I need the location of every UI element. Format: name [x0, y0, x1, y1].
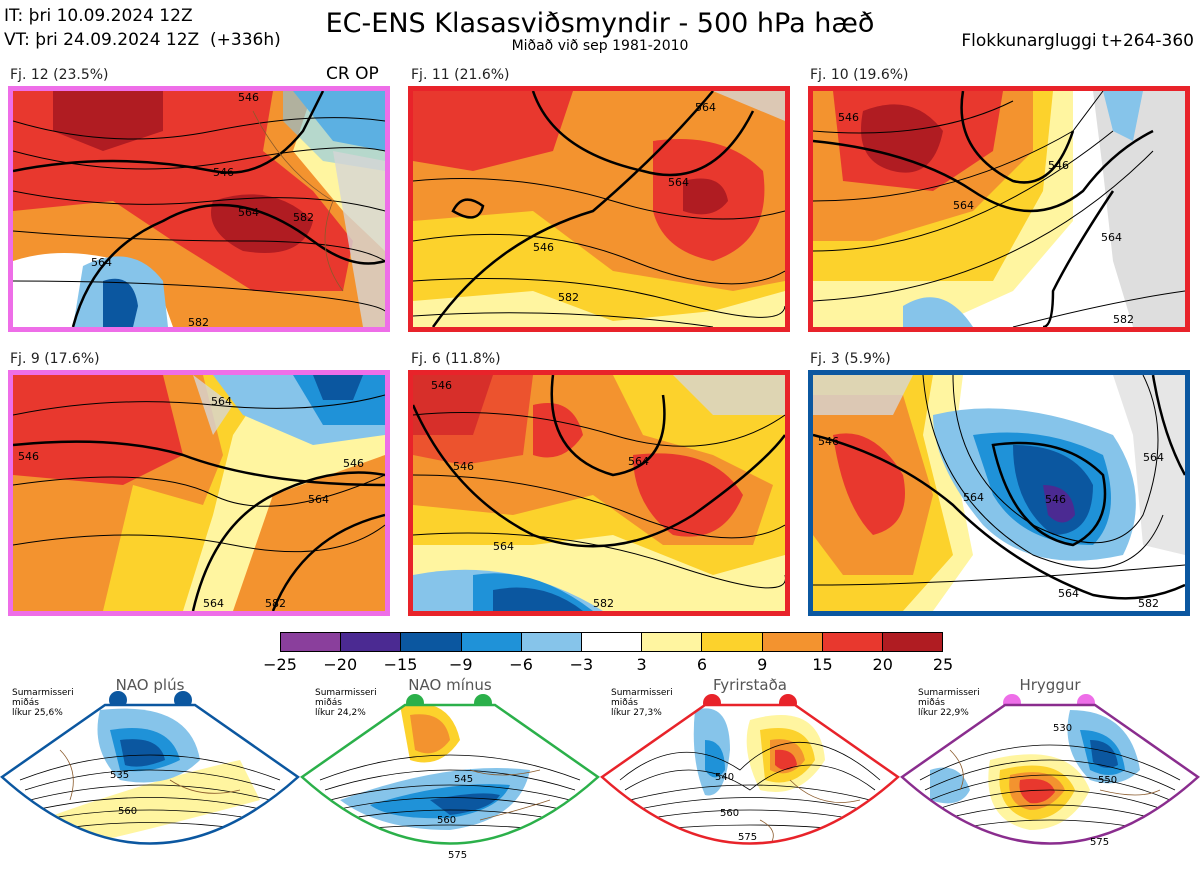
classification-window: Flokkunargluggi t+264-360	[961, 31, 1194, 51]
contour-label: 564	[91, 256, 112, 269]
contour-label: 546	[18, 450, 39, 463]
contour-label: 564	[953, 199, 974, 212]
contour-label: 535	[110, 770, 129, 781]
contour-label: 546	[533, 241, 554, 254]
initial-time: IT: þri 10.09.2024 12Z	[4, 6, 193, 26]
colorbar-cell	[822, 633, 883, 651]
contour-label: 546	[1048, 159, 1069, 172]
valid-time: VT: þri 24.09.2024 12Z (+336h)	[4, 30, 281, 50]
contour-label: 564	[238, 206, 259, 219]
contour-label: 582	[293, 211, 314, 224]
regime-title-nao-plus: NAO plús	[115, 676, 185, 694]
contour-label: 582	[1113, 313, 1134, 326]
regime-map-nao-plus: 535 560	[0, 670, 301, 870]
regime-map-blocking: 540 560 575	[599, 670, 901, 870]
page-subtitle: Miðað við sep 1981-2010	[511, 38, 689, 54]
contour-label: 545	[454, 774, 473, 785]
colorbar-tick: −3	[569, 655, 594, 674]
colorbar-cell	[401, 633, 462, 651]
contour-label: 560	[118, 806, 137, 817]
colorbar-tick: −9	[449, 655, 473, 674]
contour-label: 582	[188, 316, 209, 327]
panel-label: Fj. 3 (5.9%)	[810, 351, 891, 367]
regime-note: Sumarmisseri miðás líkur 24,2%	[315, 688, 377, 718]
contour-label: 564	[1058, 587, 1079, 600]
contour-label: 560	[720, 808, 739, 819]
contour-label: 564	[668, 176, 689, 189]
colorbar-cell	[461, 633, 522, 651]
colorbar-cell	[341, 633, 402, 651]
regime-note: Sumarmisseri miðás líkur 25,6%	[12, 688, 74, 718]
regime-note: Sumarmisseri miðás líkur 27,3%	[611, 688, 673, 718]
contour-label: 564	[1101, 231, 1122, 244]
colorbar-cell	[281, 633, 342, 651]
contour-label: 546	[343, 457, 364, 470]
colorbar-cell	[702, 633, 763, 651]
cluster-map-6: 546 564 564 546 564 582	[808, 370, 1190, 616]
colorbar-tick: 15	[812, 655, 833, 674]
contour-label: 582	[1138, 597, 1159, 610]
colorbar-cell	[642, 633, 703, 651]
contour-label: 564	[203, 597, 224, 610]
contour-label: 575	[448, 850, 467, 861]
contour-label: 540	[715, 772, 734, 783]
panel-label: Fj. 9 (17.6%)	[10, 351, 100, 367]
colorbar-tick: 3	[636, 655, 647, 674]
colorbar-tick: 9	[757, 655, 768, 674]
cluster-map-4: 546 564 546 564 564 582	[8, 370, 390, 616]
cluster-map-3: 546 546 564 564 582	[808, 86, 1190, 332]
panel-label: Fj. 12 (23.5%)	[10, 67, 109, 83]
regime-title-nao-minus: NAO mínus	[408, 676, 492, 694]
colorbar-tick: −20	[323, 655, 358, 674]
panel-label: Fj. 11 (21.6%)	[411, 67, 510, 83]
contour-label: 546	[818, 435, 839, 448]
colorbar-cell	[882, 633, 943, 651]
regime-map-ridge: 530 550 575	[899, 670, 1200, 870]
contour-label: 582	[558, 291, 579, 304]
contour-label: 546	[1045, 493, 1066, 506]
contour-label: 546	[213, 166, 234, 179]
colorbar-tick: −25	[263, 655, 297, 674]
contour-label: 582	[265, 597, 286, 610]
contour-label: 564	[211, 395, 232, 408]
anomaly-colorbar	[280, 632, 943, 652]
contour-label: 546	[838, 111, 859, 124]
regime-title-blocking: Fyrirstaða	[713, 676, 787, 694]
colorbar-tick: −15	[383, 655, 418, 674]
cluster-map-2: 546 564 564 582	[408, 86, 790, 332]
panel-label: Fj. 10 (19.6%)	[810, 67, 909, 83]
panel-label: Fj. 6 (11.8%)	[411, 351, 501, 367]
contour-label: 575	[738, 832, 757, 843]
regime-title-ridge: Hryggur	[1019, 676, 1081, 694]
colorbar-tick: 25	[932, 655, 954, 674]
contour-label: 564	[963, 491, 984, 504]
contour-label: 560	[437, 815, 456, 826]
contour-label: 546	[431, 379, 452, 392]
cluster-map-5: 546 546 564 564 582	[408, 370, 790, 616]
regime-map-nao-minus: 545 560 575	[299, 670, 601, 870]
contour-label: 546	[453, 460, 474, 473]
contour-label: 550	[1098, 775, 1117, 786]
contour-label: 564	[308, 493, 329, 506]
colorbar-cell	[762, 633, 823, 651]
colorbar-tick: −6	[509, 655, 533, 674]
contour-label: 575	[1090, 837, 1109, 848]
contour-label: 564	[628, 455, 649, 468]
contour-label: 564	[695, 101, 716, 114]
colorbar-tick: 6	[696, 655, 707, 674]
contour-label: 564	[493, 540, 514, 553]
colorbar-cell	[521, 633, 582, 651]
colorbar-tick: 20	[872, 655, 893, 674]
cluster-map-1: 546 564 582 546 564 582	[8, 86, 390, 332]
contour-label: 530	[1053, 723, 1072, 734]
contour-label: 582	[593, 597, 614, 610]
regime-note: Sumarmisseri miðás líkur 22,9%	[918, 688, 980, 718]
contour-label: 564	[1143, 451, 1164, 464]
crop-label: CR OP	[326, 64, 379, 84]
page-title: EC-ENS Klasasviðsmyndir - 500 hPa hæð	[325, 8, 875, 39]
colorbar-cell	[581, 633, 643, 651]
contour-label: 546	[238, 91, 259, 104]
